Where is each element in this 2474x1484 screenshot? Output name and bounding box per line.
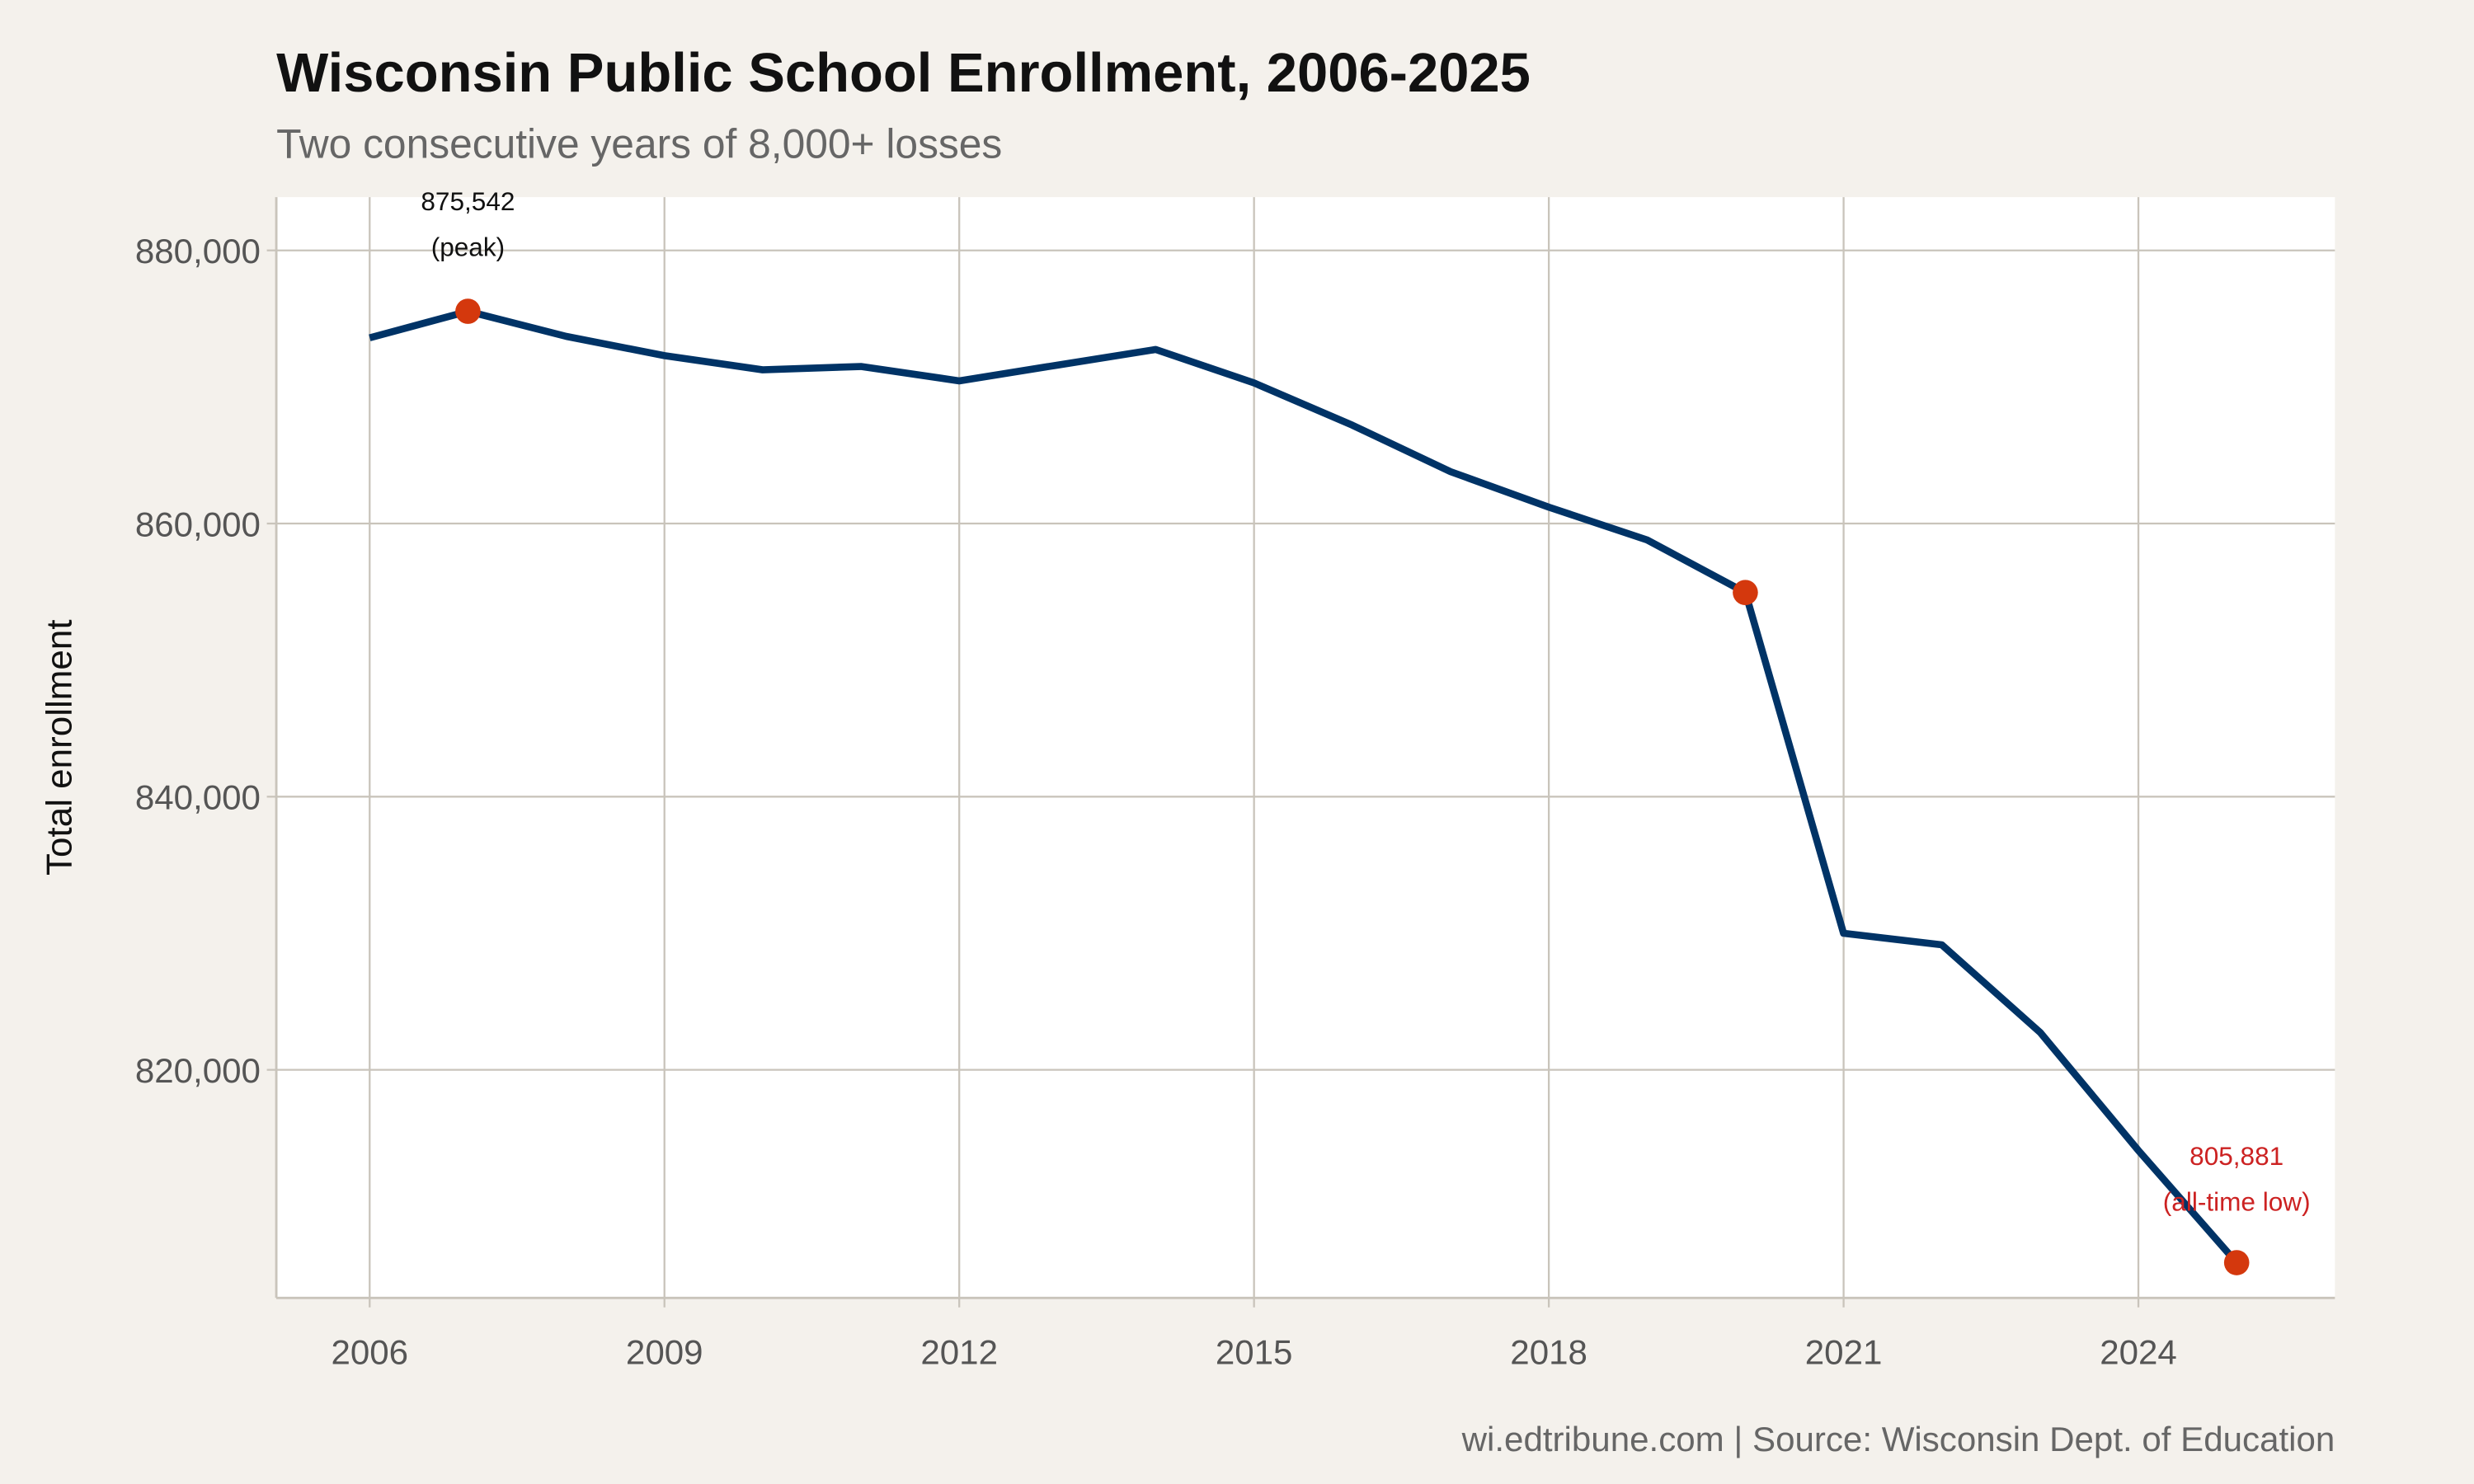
annotation-value: 875,542 xyxy=(421,186,515,216)
x-tick-label: 2015 xyxy=(1216,1333,1293,1372)
y-tick-label: 860,000 xyxy=(135,505,261,543)
y-tick-label: 820,000 xyxy=(135,1051,261,1090)
y-tick-label: 880,000 xyxy=(135,232,261,270)
y-axis-label: Total enrollment xyxy=(39,619,79,876)
x-tick-label: 2012 xyxy=(920,1333,998,1372)
highlight-point xyxy=(455,298,481,324)
annotation-label: (all-time low) xyxy=(2163,1186,2311,1216)
annotation-value: 805,881 xyxy=(2189,1141,2284,1171)
x-tick-label: 2021 xyxy=(1805,1333,1883,1372)
chart-subtitle: Two consecutive years of 8,000+ losses xyxy=(276,120,1002,167)
x-tick-label: 2006 xyxy=(331,1333,408,1372)
enrollment-line xyxy=(369,308,2240,1266)
caption: wi.edtribune.com | Source: Wisconsin Dep… xyxy=(1461,1420,2335,1458)
highlight-point xyxy=(1733,580,1758,605)
plot-panel xyxy=(276,197,2335,1298)
annotation-label: (peak) xyxy=(431,232,505,262)
y-tick-label: 840,000 xyxy=(135,778,261,817)
chart-title: Wisconsin Public School Enrollment, 2006… xyxy=(276,42,1531,104)
x-tick-label: 2024 xyxy=(2100,1333,2177,1372)
x-tick-label: 2018 xyxy=(1510,1333,1587,1372)
x-tick-label: 2009 xyxy=(626,1333,703,1372)
highlight-point xyxy=(2223,1250,2250,1275)
